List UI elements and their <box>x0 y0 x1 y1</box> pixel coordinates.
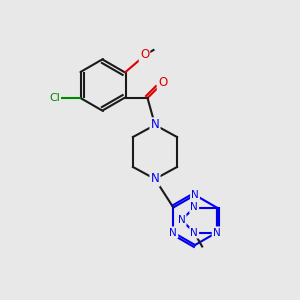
Text: O: O <box>140 49 149 62</box>
Text: N: N <box>151 172 159 185</box>
Text: N: N <box>213 227 220 238</box>
Text: N: N <box>151 118 159 131</box>
Text: N: N <box>191 190 199 200</box>
Text: N: N <box>178 215 185 225</box>
Text: O: O <box>158 76 167 89</box>
Text: Cl: Cl <box>49 93 60 103</box>
Text: N: N <box>190 202 198 212</box>
Text: N: N <box>169 227 177 238</box>
Text: N: N <box>190 227 198 238</box>
